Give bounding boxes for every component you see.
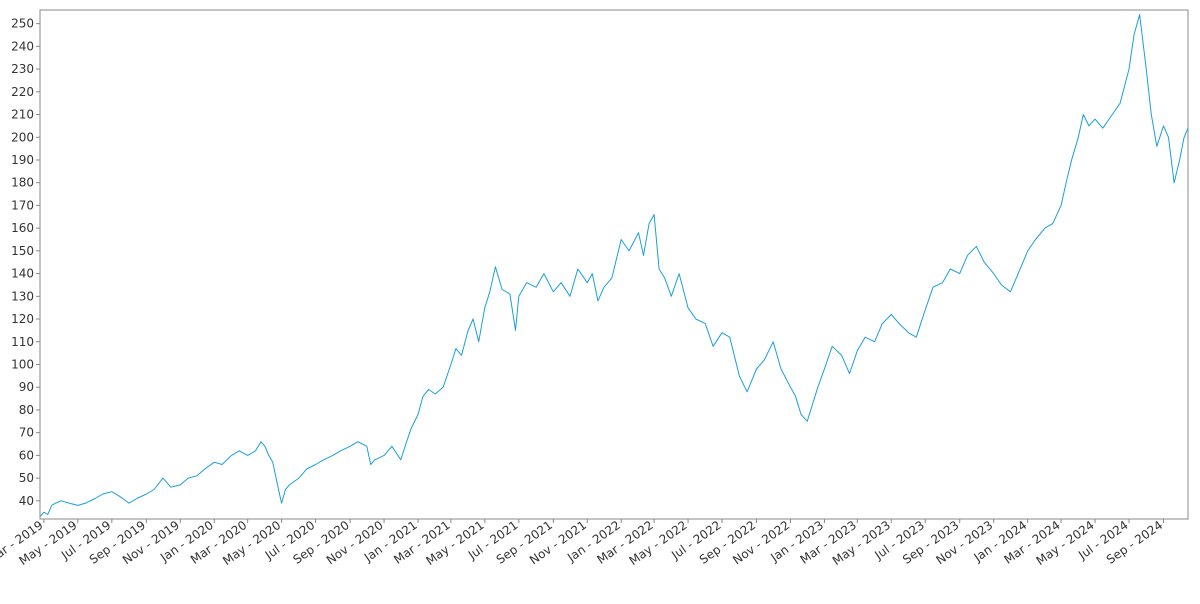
series-line (39, 14, 1189, 518)
y-tick-label: 210 (11, 108, 34, 122)
y-tick-label: 40 (19, 494, 34, 508)
y-tick-label: 200 (11, 130, 34, 144)
y-tick-label: 80 (19, 403, 34, 417)
y-tick-label: 50 (19, 471, 34, 485)
y-tick-label: 250 (11, 17, 34, 31)
y-tick-label: 230 (11, 62, 34, 76)
y-tick-label: 70 (19, 426, 34, 440)
y-axis: 40 50 60 70 80 90 100 110 120 130 140 150 160 170 180 1… (11, 17, 40, 508)
y-tick-label: 110 (11, 335, 34, 349)
y-tick-label: 240 (11, 39, 34, 53)
y-tick-label: 170 (11, 198, 34, 212)
y-tick-label: 220 (11, 85, 34, 99)
y-tick-label: 130 (11, 289, 34, 303)
y-tick-label: 90 (19, 380, 34, 394)
y-tick-label: 160 (11, 221, 34, 235)
y-tick-label: 120 (11, 312, 34, 326)
y-tick-label: 140 (11, 267, 34, 281)
plot-frame (39, 9, 1189, 520)
y-tick-label: 100 (11, 357, 34, 371)
y-tick-label: 60 (19, 448, 34, 462)
y-tick-label: 150 (11, 244, 34, 258)
y-tick-label: 190 (11, 153, 34, 167)
y-tick-label: 180 (11, 176, 34, 190)
series-layer (39, 14, 1189, 518)
